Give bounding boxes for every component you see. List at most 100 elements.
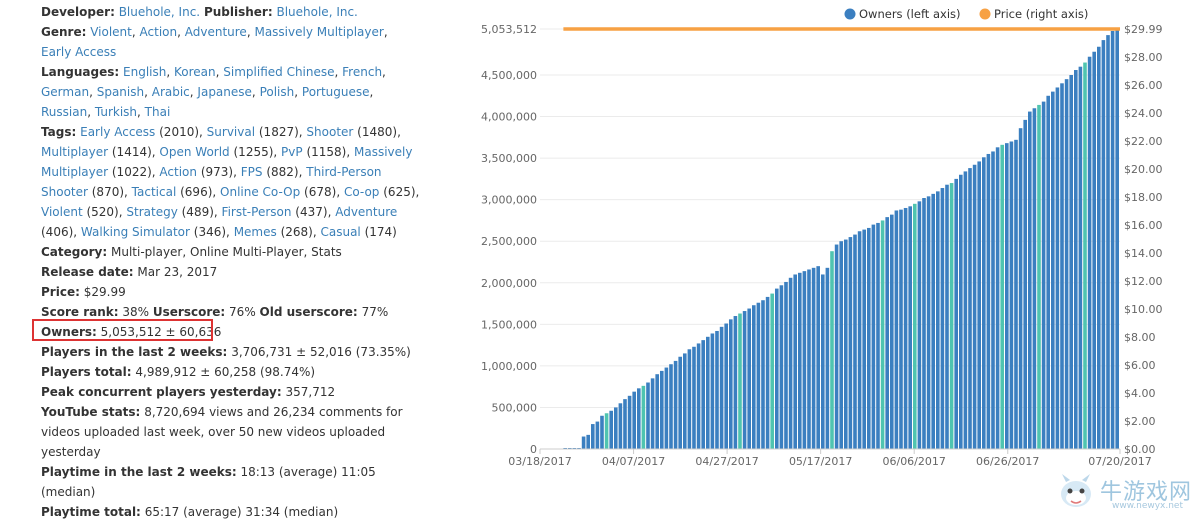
tag-link-survival[interactable]: Survival — [206, 125, 256, 139]
owners-bar[interactable] — [995, 147, 1000, 449]
legend-item-owners[interactable]: Owners (left axis) — [844, 7, 961, 21]
tag-link-massively-multiplayer[interactable]: Massively Multiplayer — [41, 145, 413, 179]
owners-bar[interactable] — [931, 193, 935, 449]
tag-link-open-world[interactable]: Open World — [159, 145, 230, 159]
owners-bar[interactable] — [770, 293, 774, 449]
owners-bar[interactable] — [977, 161, 981, 449]
language-link-turkish[interactable]: Turkish — [94, 105, 138, 119]
genre-link-action[interactable]: Action — [139, 25, 178, 39]
owners-bar[interactable] — [715, 330, 719, 449]
tag-link-first-person[interactable]: First-Person — [221, 205, 292, 219]
language-link-french[interactable]: French — [342, 65, 383, 79]
owners-bar[interactable] — [650, 378, 655, 449]
tag-link-action[interactable]: Action — [159, 165, 198, 179]
owners-bar[interactable] — [848, 237, 853, 449]
owners-bar[interactable] — [756, 302, 761, 449]
owners-bar[interactable] — [600, 415, 604, 449]
language-link-russian[interactable]: Russian — [41, 105, 88, 119]
tag-link-fps[interactable]: FPS — [240, 165, 263, 179]
tag-link-online-co-op[interactable]: Online Co-Op — [220, 185, 301, 199]
owners-bar[interactable] — [701, 340, 705, 449]
owners-bar[interactable] — [991, 151, 995, 449]
owners-bar[interactable] — [1101, 40, 1106, 449]
owners-bar[interactable] — [839, 241, 843, 449]
owners-bar[interactable] — [945, 184, 949, 449]
genre-link-massively-multiplayer[interactable]: Massively Multiplayer — [254, 25, 384, 39]
owners-bar[interactable] — [751, 305, 756, 449]
owners-bar[interactable] — [632, 391, 636, 449]
owners-bar[interactable] — [834, 244, 839, 449]
language-link-german[interactable]: German — [41, 85, 90, 99]
owners-bar[interactable] — [1069, 75, 1073, 449]
owners-bar[interactable] — [705, 336, 710, 449]
tag-link-memes[interactable]: Memes — [233, 225, 277, 239]
owners-bar[interactable] — [866, 227, 871, 449]
developer-link[interactable]: Bluehole, Inc. — [118, 5, 201, 19]
owners-bar[interactable] — [968, 168, 972, 449]
tag-link-pvp[interactable]: PvP — [281, 145, 303, 159]
owners-bar[interactable] — [733, 316, 738, 449]
tag-link-strategy[interactable]: Strategy — [126, 205, 178, 219]
owners-bar[interactable] — [687, 349, 692, 449]
owners-bar[interactable] — [623, 399, 627, 449]
owners-bar[interactable] — [816, 266, 820, 449]
genre-link-violent[interactable]: Violent — [90, 25, 132, 39]
tag-link-co-op[interactable]: Co-op — [343, 185, 380, 199]
owners-bar[interactable] — [1064, 79, 1069, 449]
owners-bar[interactable] — [954, 178, 958, 449]
owners-bar[interactable] — [618, 403, 623, 449]
owners-bar[interactable] — [913, 203, 917, 449]
owners-bar[interactable] — [784, 281, 788, 449]
owners-bar[interactable] — [926, 196, 931, 449]
owners-bar[interactable] — [641, 385, 646, 449]
owners-bar[interactable] — [885, 217, 889, 449]
owners-bar[interactable] — [899, 209, 903, 449]
owners-bar[interactable] — [586, 434, 590, 449]
genre-link-early-access[interactable]: Early Access — [41, 45, 117, 59]
owners-bar[interactable] — [659, 370, 664, 449]
owners-bar[interactable] — [880, 220, 885, 449]
owners-bar[interactable] — [678, 356, 682, 449]
owners-bar[interactable] — [710, 333, 715, 449]
owners-bar[interactable] — [830, 251, 834, 449]
owners-bar[interactable] — [1023, 119, 1027, 449]
owners-bar[interactable] — [1046, 95, 1050, 449]
owners-bar[interactable] — [1087, 56, 1092, 449]
language-link-polish[interactable]: Polish — [259, 85, 295, 99]
owners-bar[interactable] — [871, 224, 876, 449]
owners-bar[interactable] — [940, 188, 945, 449]
owners-bar[interactable] — [917, 201, 922, 449]
owners-bar[interactable] — [1060, 83, 1064, 449]
owners-bar[interactable] — [1014, 139, 1018, 449]
owners-bar[interactable] — [853, 234, 857, 449]
owners-bar[interactable] — [857, 231, 862, 449]
owners-bar[interactable] — [1051, 91, 1055, 450]
owners-bar[interactable] — [963, 171, 968, 449]
owners-bar[interactable] — [903, 207, 908, 449]
owners-bar[interactable] — [1005, 143, 1009, 449]
tag-link-violent[interactable]: Violent — [41, 205, 83, 219]
owners-bar[interactable] — [738, 313, 742, 449]
owners-bar[interactable] — [581, 436, 586, 449]
owners-bar[interactable] — [1110, 30, 1115, 449]
owners-bar[interactable] — [820, 274, 825, 449]
owners-bar[interactable] — [959, 174, 963, 450]
owners-bar[interactable] — [774, 288, 779, 449]
owners-bar[interactable] — [664, 367, 669, 449]
owners-bar[interactable] — [1055, 87, 1060, 449]
owners-bar[interactable] — [673, 360, 678, 449]
language-link-english[interactable]: English — [123, 65, 167, 79]
owners-bar[interactable] — [779, 285, 784, 449]
tag-link-shooter[interactable]: Shooter — [306, 125, 354, 139]
owners-bar[interactable] — [908, 206, 912, 449]
tag-link-tactical[interactable]: Tactical — [131, 185, 177, 199]
language-link-spanish[interactable]: Spanish — [96, 85, 145, 99]
owners-bar[interactable] — [1115, 29, 1119, 449]
language-link-portuguese[interactable]: Portuguese — [301, 85, 370, 99]
owners-bar[interactable] — [1097, 46, 1101, 449]
owners-bar[interactable] — [655, 374, 659, 449]
tag-link-early-access[interactable]: Early Access — [80, 125, 156, 139]
owners-bar[interactable] — [742, 311, 747, 449]
tag-link-third-person-shooter[interactable]: Third-Person Shooter — [41, 165, 382, 199]
owners-bar[interactable] — [1092, 51, 1096, 449]
